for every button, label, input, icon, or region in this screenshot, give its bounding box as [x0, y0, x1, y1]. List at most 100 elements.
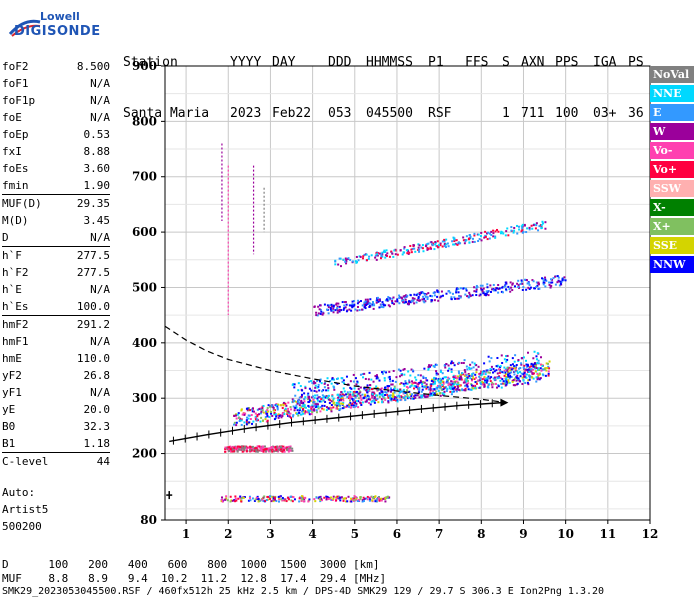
x-tick-label: 1 — [182, 527, 190, 541]
echo-point — [505, 380, 508, 383]
echo-band — [224, 445, 294, 453]
echo-point — [290, 499, 293, 502]
header-value: 36 — [628, 106, 644, 121]
x-tick-label: 12 — [642, 527, 659, 541]
param-row: foF1 N/A — [2, 75, 110, 92]
echo-point — [531, 376, 534, 379]
echo-point — [405, 385, 408, 388]
echo-point — [484, 379, 487, 382]
echo-point — [418, 244, 421, 247]
echo-point — [520, 279, 523, 282]
echo-point — [453, 376, 456, 379]
echo-point — [443, 393, 446, 396]
echo-point — [325, 495, 328, 498]
y-tick-label: 300 — [132, 391, 157, 405]
x-tick-label: 6 — [393, 527, 401, 541]
echo-point — [453, 383, 456, 386]
echo-point — [354, 260, 357, 263]
echo-point — [487, 294, 490, 297]
echo-point — [424, 300, 427, 303]
echo-point — [525, 373, 528, 376]
echo-point — [455, 388, 458, 391]
auto-line2: Artist5 — [2, 503, 49, 516]
echo-point — [499, 370, 502, 373]
echo-point — [451, 390, 454, 393]
echo-point — [300, 393, 303, 396]
echo-point — [453, 240, 456, 243]
echo-point — [284, 407, 287, 410]
echo-point — [478, 238, 481, 241]
param-name: h`Es — [2, 300, 29, 313]
echo-point — [300, 413, 303, 416]
echo-point — [415, 301, 418, 304]
echo-point — [282, 404, 285, 407]
echo-point — [536, 378, 539, 381]
echo-point — [548, 360, 551, 363]
echo-point — [450, 368, 453, 371]
echo-point — [416, 292, 419, 295]
echo-point — [424, 396, 427, 399]
echo-point — [525, 359, 528, 362]
echo-point — [246, 446, 249, 449]
echo-point — [557, 276, 560, 279]
echo-point — [411, 247, 414, 250]
echo-point — [351, 260, 354, 263]
echo-point — [451, 387, 454, 390]
echo-point — [486, 379, 489, 382]
echo-point — [445, 238, 448, 241]
echo-point — [354, 498, 357, 501]
echo-point — [413, 384, 416, 387]
echo-point — [284, 409, 287, 412]
echo-point — [516, 370, 519, 373]
echo-point — [347, 495, 350, 498]
echo-point — [403, 247, 406, 250]
echo-point — [368, 498, 371, 501]
echo-point — [359, 373, 362, 376]
logo-line2: DIGISONDE — [14, 24, 101, 39]
echo-point — [475, 368, 478, 371]
echo-point — [492, 288, 495, 291]
echo-point — [416, 382, 419, 385]
echo-point — [366, 384, 369, 387]
echo-point — [444, 376, 447, 379]
echo-point — [247, 417, 250, 420]
echo-point — [338, 305, 341, 308]
echo-point — [479, 284, 482, 287]
echo-point — [461, 372, 464, 375]
echo-point — [368, 401, 371, 404]
echo-point — [545, 362, 548, 365]
param-value: 0.53 — [83, 128, 111, 141]
echo-point — [516, 232, 519, 235]
echo-point — [308, 411, 311, 414]
echo-point — [351, 393, 354, 396]
echo-point — [544, 221, 547, 224]
echo-point — [458, 388, 461, 391]
param-row: h`F2 277.5 — [2, 264, 110, 281]
echo-point — [327, 498, 330, 501]
echo-point — [531, 227, 534, 230]
echo-point — [355, 255, 358, 258]
echo-point — [330, 305, 333, 308]
echo-point — [318, 497, 321, 500]
echo-point — [478, 375, 481, 378]
echo-point — [458, 375, 461, 378]
echo-point — [451, 362, 454, 365]
echo-point — [536, 361, 539, 364]
echo-point — [532, 224, 535, 227]
echo-point — [417, 246, 420, 249]
echo-point — [404, 399, 407, 402]
echo-point — [468, 293, 471, 296]
legend-item: NNE — [650, 85, 694, 102]
echo-point — [466, 385, 469, 388]
echo-point — [378, 395, 381, 398]
echo-point — [450, 297, 453, 300]
echo-point — [452, 243, 455, 246]
true-height-profile — [164, 325, 507, 404]
echo-point — [272, 497, 275, 500]
echo-point — [437, 244, 440, 247]
echo-point — [308, 380, 311, 383]
echo-point — [307, 401, 310, 404]
echo-point — [338, 400, 341, 403]
echo-point — [326, 308, 329, 311]
echo-point — [326, 377, 329, 380]
